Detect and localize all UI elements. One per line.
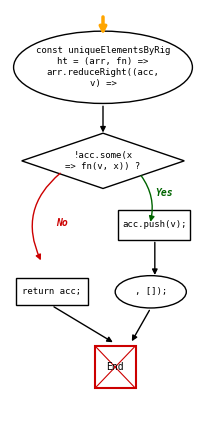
Text: const uniqueElementsByRig
ht = (arr, fn) =>
arr.reduceRight((acc,
v) =>: const uniqueElementsByRig ht = (arr, fn)… — [36, 46, 170, 89]
Text: , []);: , []); — [135, 287, 167, 296]
Text: acc.push(v);: acc.push(v); — [122, 220, 187, 229]
Text: No: No — [56, 217, 68, 228]
Text: return acc;: return acc; — [22, 287, 81, 296]
Text: !acc.some(x
=> fn(v, x)) ?: !acc.some(x => fn(v, x)) ? — [65, 151, 141, 171]
Text: Yes: Yes — [155, 188, 173, 198]
Text: End: End — [106, 362, 124, 372]
